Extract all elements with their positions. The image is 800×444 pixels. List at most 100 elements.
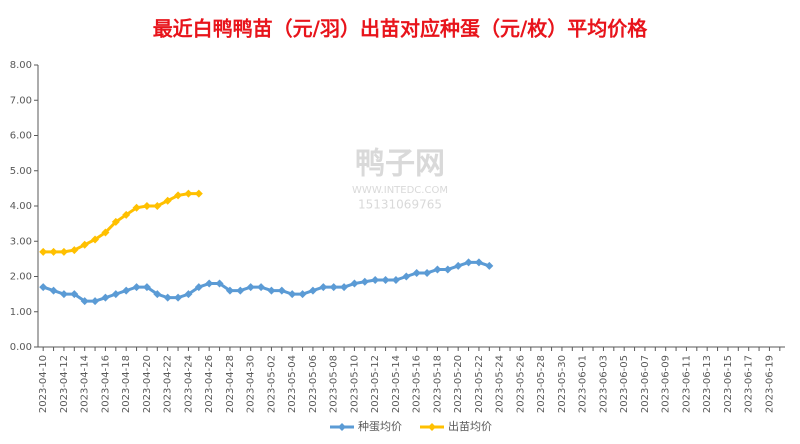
y-tick-label: 6.00 — [10, 131, 32, 142]
point — [205, 279, 214, 288]
x-tick-label: 2023-05-18 — [432, 355, 443, 413]
x-tick-label: 2023-06-17 — [744, 355, 755, 413]
x-tick-label: 2023-05-30 — [557, 355, 568, 413]
point — [319, 283, 328, 292]
y-tick-label: 5.00 — [10, 166, 32, 177]
point — [350, 279, 359, 288]
point — [184, 189, 193, 198]
point — [49, 247, 58, 256]
x-tick-label: 2023-05-02 — [266, 355, 277, 413]
x-tick-label: 2023-05-12 — [370, 355, 381, 413]
point — [443, 265, 452, 274]
point — [485, 261, 494, 270]
point — [215, 279, 224, 288]
y-tick-label: 1.00 — [10, 307, 32, 318]
point — [474, 258, 483, 267]
point — [101, 293, 110, 302]
x-tick-label: 2023-05-20 — [453, 355, 464, 413]
x-tick-label: 2023-06-01 — [578, 355, 589, 413]
x-tick-label: 2023-06-03 — [598, 355, 609, 413]
x-tick-label: 2023-05-24 — [495, 355, 506, 413]
legend-label: 种蛋均价 — [358, 419, 402, 433]
x-tick-label: 2023-04-18 — [121, 355, 132, 413]
point — [39, 247, 48, 256]
point — [70, 290, 79, 299]
y-tick-label: 3.00 — [10, 236, 32, 247]
x-tick-label: 2023-05-22 — [474, 355, 485, 413]
x-tick-label: 2023-05-06 — [308, 355, 319, 413]
y-tick-label: 4.00 — [10, 201, 32, 212]
point — [174, 191, 183, 200]
point — [381, 276, 390, 285]
point — [163, 293, 172, 302]
x-tick-label: 2023-05-04 — [287, 355, 298, 413]
point — [122, 286, 131, 295]
point — [153, 290, 162, 299]
point — [246, 283, 255, 292]
legend-marker — [338, 423, 346, 431]
point — [111, 217, 120, 226]
x-tick-label: 2023-06-11 — [681, 355, 692, 413]
point — [391, 276, 400, 285]
point — [454, 261, 463, 270]
x-tick-label: 2023-06-19 — [764, 355, 775, 413]
point — [298, 290, 307, 299]
point — [340, 283, 349, 292]
x-tick-label: 2023-04-10 — [38, 355, 49, 413]
point — [142, 202, 151, 210]
x-tick-label: 2023-06-05 — [619, 355, 630, 413]
x-tick-label: 2023-04-28 — [225, 355, 236, 413]
x-tick-label: 2023-06-07 — [640, 355, 651, 413]
x-tick-label: 2023-04-16 — [100, 355, 111, 413]
point — [423, 268, 432, 277]
x-tick-label: 2023-04-20 — [142, 355, 153, 413]
x-tick-label: 2023-04-22 — [163, 355, 174, 413]
legend-label: 出苗均价 — [448, 419, 492, 433]
point — [59, 290, 68, 299]
x-tick-label: 2023-04-14 — [80, 355, 91, 413]
point — [111, 290, 120, 299]
y-tick-label: 0.00 — [10, 342, 32, 353]
point — [91, 297, 100, 306]
point — [402, 272, 411, 281]
x-tick-label: 2023-05-28 — [536, 355, 547, 413]
point — [59, 247, 68, 256]
series-line — [42, 260, 490, 303]
y-tick-label: 7.00 — [10, 95, 32, 106]
point — [80, 240, 89, 249]
x-tick-label: 2023-04-30 — [246, 355, 257, 413]
point — [288, 290, 297, 299]
point — [70, 246, 79, 255]
point — [412, 268, 421, 277]
point — [174, 293, 183, 302]
point — [194, 189, 203, 198]
point — [91, 235, 100, 244]
point — [277, 286, 286, 295]
point — [236, 286, 245, 295]
y-tick-label: 2.00 — [10, 272, 32, 283]
x-tick-label: 2023-04-24 — [183, 355, 194, 413]
series-line — [43, 192, 199, 254]
legend-marker — [428, 423, 436, 431]
point — [132, 283, 141, 292]
x-tick-label: 2023-04-12 — [59, 355, 70, 413]
point — [153, 202, 162, 210]
chart-title: 最近白鸭鸭苗（元/羽）出苗对应种蛋（元/枚）平均价格 — [153, 17, 649, 41]
point — [132, 203, 141, 212]
x-tick-label: 2023-05-10 — [349, 355, 360, 413]
point — [194, 283, 203, 292]
point — [163, 196, 172, 205]
point — [225, 286, 234, 295]
x-tick-label: 2023-05-16 — [412, 355, 423, 413]
point — [308, 286, 317, 295]
point — [80, 297, 89, 306]
point — [371, 276, 380, 285]
point — [433, 265, 442, 274]
point — [329, 283, 338, 292]
x-tick-label: 2023-05-08 — [329, 355, 340, 413]
point — [122, 210, 131, 219]
x-tick-label: 2023-06-09 — [661, 355, 672, 413]
watermark: WWW.INTEDC.COM — [352, 185, 448, 196]
point — [142, 283, 151, 292]
point — [101, 228, 110, 237]
